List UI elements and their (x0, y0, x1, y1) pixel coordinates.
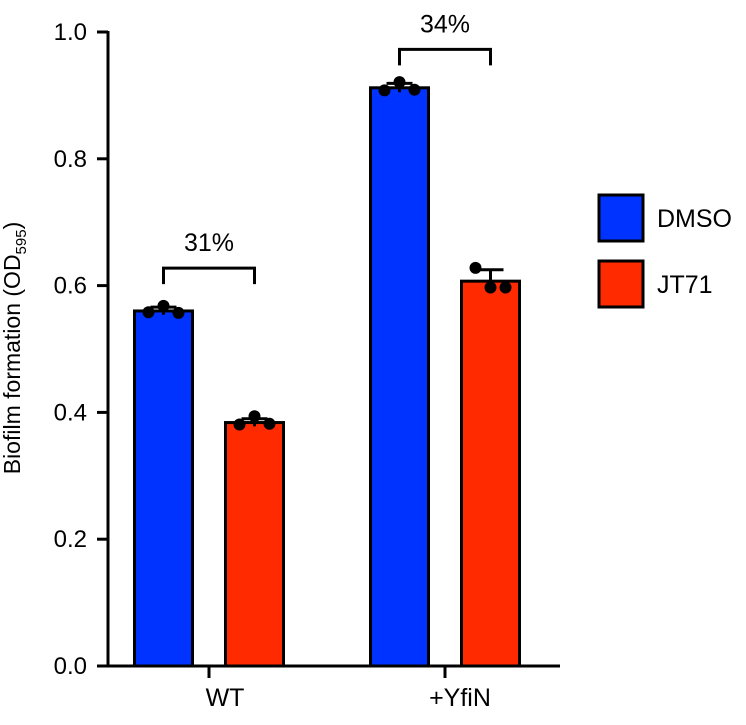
comparison-bracket (162, 266, 256, 285)
data-point (378, 84, 391, 97)
data-point (172, 306, 185, 319)
annotation-label: 34% (420, 10, 470, 38)
y-tick-label: 1.0 (54, 19, 87, 46)
data-point (484, 281, 497, 294)
legend-label-jt71: JT71 (657, 271, 713, 299)
bar-dmso-yfin (369, 86, 430, 668)
y-axis-label-close: ) (0, 222, 25, 230)
y-tick-label: 0.0 (54, 653, 87, 680)
data-point (248, 410, 261, 423)
y-tick-label: 0.4 (54, 399, 87, 426)
x-tick-label: +YfiN (429, 684, 491, 712)
data-point (393, 76, 406, 89)
legend: DMSO JT71 (597, 193, 732, 309)
data-point (142, 306, 155, 319)
data-point (469, 261, 482, 274)
data-point (499, 281, 512, 294)
y-tick-label: 0.8 (54, 146, 87, 173)
bar-dmso-wt (133, 309, 194, 668)
y-axis-label-subscript: 595 (13, 229, 30, 254)
y-axis-label-main: Biofilm formation (OD (0, 254, 25, 474)
data-point (157, 299, 170, 312)
y-tick-label: 0.6 (54, 273, 87, 300)
y-axis-label: Biofilm formation (OD595) (0, 222, 30, 475)
x-tick-label: WT (206, 684, 245, 712)
y-tick-label: 0.2 (54, 526, 87, 553)
legend-swatch-dmso (597, 193, 645, 243)
comparison-bracket (398, 47, 492, 66)
legend-label-dmso: DMSO (657, 205, 732, 233)
bar-jt71-wt (224, 421, 285, 668)
legend-swatch-jt71 (597, 259, 645, 309)
data-point (408, 83, 421, 96)
axes-layer: 0.0 0.2 0.4 0.6 0.8 1.0 WT +YfiN 31% 34% (54, 10, 560, 712)
data-point (233, 418, 246, 431)
bars-layer (133, 76, 521, 668)
bar-jt71-yfin (460, 279, 521, 668)
annotation-label: 31% (184, 229, 234, 257)
data-point (263, 417, 276, 430)
